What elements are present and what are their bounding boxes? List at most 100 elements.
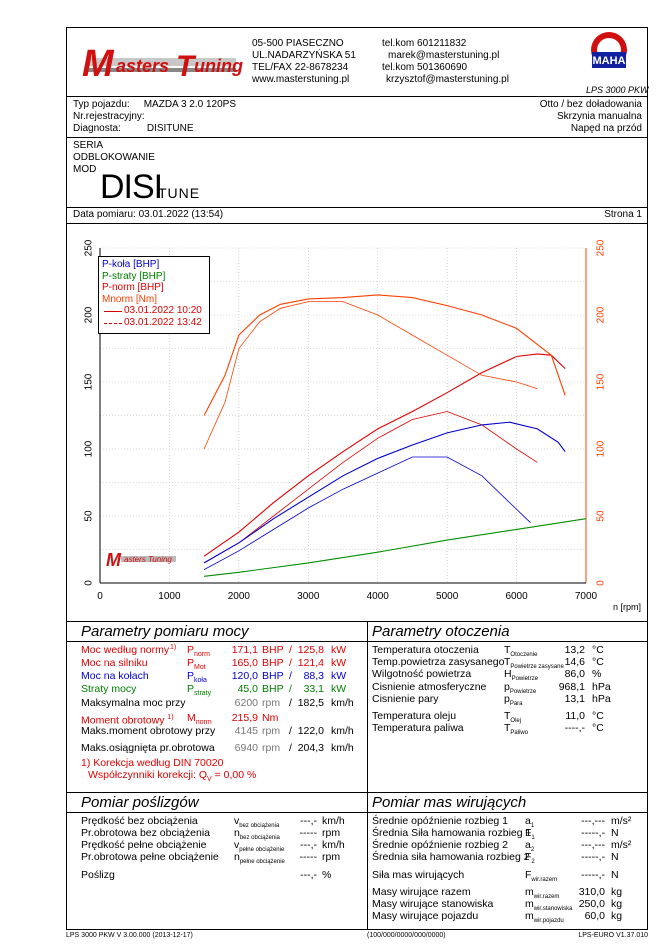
svg-text:MAHA: MAHA (593, 55, 626, 67)
series-line (204, 518, 587, 577)
slip-row-sub: pełne obciążenie (239, 847, 285, 854)
power-row-kw: 88,3 (303, 670, 324, 682)
y-tick-label-left: 250 (84, 239, 95, 256)
slip-row-unit: rpm (322, 827, 341, 839)
power-row-bhp: 171,1 (231, 644, 258, 656)
mass-row-sub: 1 (530, 823, 535, 830)
slip-unit: % (322, 869, 332, 881)
correction-line2: Współczynniki korekcji: Q (88, 769, 208, 781)
power-row-sym: P (187, 683, 195, 695)
torque-value: 215,9 (231, 712, 258, 724)
mass-row-sub: wir.pojazdu (533, 918, 564, 925)
mass-row-sym: a (525, 815, 531, 827)
series-line (203, 294, 566, 416)
charge-type: Otto / bez doładowania (539, 99, 642, 110)
slip-label: Poślizg (81, 869, 115, 881)
x-tick-label: 6000 (505, 591, 528, 602)
slip-row-symbol: vbez obciążenia (234, 815, 279, 832)
power-row-bhp-unit: BHP (262, 657, 284, 669)
power-row-symbol: Pstraty (187, 683, 211, 700)
env-row-label: Temperatura oleju (372, 710, 457, 722)
power-row-label: Moc na kołach (81, 670, 149, 682)
slip-row-label: Pr.obrotowa bez obciążenia (81, 827, 210, 839)
nr-label: Nr.rejestracyjny: (73, 111, 145, 122)
power-row-kw-unit: kW (331, 683, 347, 695)
power-row-sym: P (187, 670, 195, 682)
mass-row-sym: F (525, 869, 532, 881)
power-row-sup: 1) (170, 644, 177, 651)
slip-row-sym: n (234, 851, 240, 863)
y-tick-label-right: 50 (596, 510, 607, 522)
email2[interactable]: krzysztof@masterstuning.pl (386, 74, 509, 85)
mass-row-symbol: mwir.razem (525, 886, 559, 903)
env-row-label: Wilgotność powietrza (372, 668, 472, 680)
env-row-sub: Para (509, 701, 523, 708)
slip-row-value: ----- (299, 827, 317, 839)
y-tick-label-right: 150 (596, 373, 607, 390)
mass-row-sym: F (525, 827, 532, 839)
mass-row-sub: 2 (530, 847, 535, 854)
svg-text:M: M (82, 43, 115, 85)
chart-legend: P-koła [BHP] P-straty [BHP] P-norm [BHP]… (98, 256, 210, 334)
maxrpm-rpm: 6940 (234, 742, 258, 754)
masters-tuning-logo: M asters T uning (76, 34, 244, 86)
y-tick-label-left: 0 (84, 580, 95, 586)
slip-row-symbol: npełne obciążenie (234, 851, 285, 868)
slip-row-unit: km/h (322, 815, 345, 827)
power-row-slash: / (289, 657, 292, 669)
power-row-kw-unit: kW (331, 670, 347, 682)
mass-row-unit: N (611, 827, 619, 839)
power-row-label: Straty mocy (81, 683, 137, 695)
mass-row-label: Masy wirujące pojazdu (372, 910, 479, 922)
slip-row-sub: pełne obciążenie (239, 859, 285, 866)
footer-right: LPS-EURO V1.37.010 (578, 932, 648, 939)
typ-value: MAZDA 3 2.0 120PS (143, 99, 236, 110)
env-row-sym: T (504, 722, 511, 734)
maxmoc-rpm-unit: rpm (262, 697, 281, 709)
mass-row-value: 310,0 (578, 886, 605, 898)
power-row-label: Moc na silniku (81, 657, 148, 669)
legend-run1: 03.01.2022 10:20 (102, 305, 206, 317)
power-row-bhp: 120,0 (231, 670, 258, 682)
mass-row-value: 250,0 (578, 898, 605, 910)
maxmoment-rpm: 4145 (234, 725, 258, 737)
env-row-value: 14,6 (564, 656, 585, 668)
mass-row-unit: N (611, 851, 619, 863)
env-row-value: ----,- (564, 722, 585, 734)
env-row-sub: Powietrze zasysane (510, 664, 564, 671)
y-tick-label-left: 100 (84, 440, 95, 457)
maxmoc-speed: 182,5 (297, 697, 324, 709)
mass-row-value: -----,- (581, 851, 605, 863)
legend-run2: 03.01.2022 13:42 (102, 317, 206, 329)
series-line (203, 301, 538, 450)
website-link[interactable]: www.masterstuning.pl (252, 74, 350, 85)
env-row-sym: T (504, 644, 511, 656)
maxmoment-label: Maks.moment obrotowy przy (81, 725, 216, 737)
legend-loss: P-straty [BHP] (102, 270, 166, 282)
svg-text:M: M (106, 550, 122, 570)
maxmoc-rpm: 6200 (234, 697, 258, 709)
telfax: TEL/FAX 22-8678234 (252, 62, 349, 73)
svg-text:DISI: DISI (100, 168, 162, 204)
env-row-symbol: TPaliwo (504, 722, 528, 739)
address-line2: UL.NADARZYŃSKA 51 (252, 50, 356, 61)
power-row-bhp-unit: BHP (262, 670, 284, 682)
maxmoment-speed-unit: km/h (331, 725, 354, 737)
maxrpm-label: Maks.osiągnięta pr.obrotowa (81, 742, 215, 754)
address-line1: 05-500 PIASECZNO (252, 38, 344, 49)
y-tick-label-left: 150 (84, 373, 95, 390)
x-tick-label: 2000 (228, 591, 251, 602)
mass-row-unit: m/s² (611, 839, 632, 851)
torque-sup: 1) (167, 714, 174, 721)
legend-torque: Mnorm [Nm] (102, 293, 157, 305)
tel2: tel.kom 501360690 (382, 62, 468, 73)
env-row-unit: °C (592, 644, 604, 656)
email1[interactable]: marek@masterstuning.pl (388, 50, 500, 61)
mass-row-sym: F (525, 851, 532, 863)
maxmoment-rpm-unit: rpm (262, 725, 281, 737)
slip-row-sub: bez obciążenia (239, 823, 280, 830)
x-tick-label: 0 (97, 591, 103, 602)
env-row-label: Temperatura paliwa (372, 722, 464, 734)
mass-row-sub: wir.stanowiska (533, 906, 573, 913)
